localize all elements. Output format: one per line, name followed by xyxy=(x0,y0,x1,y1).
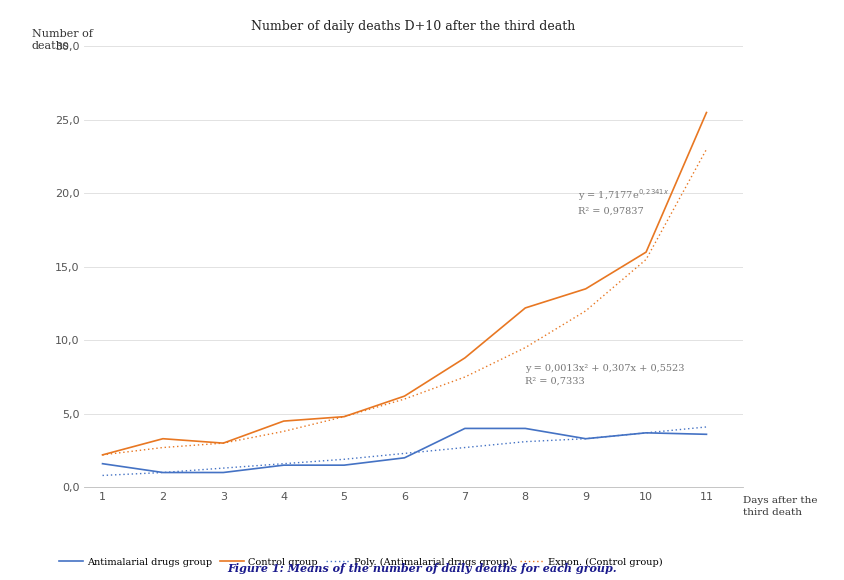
Text: y = 1,7177e$^{0,2341x}$
R² = 0,97837: y = 1,7177e$^{0,2341x}$ R² = 0,97837 xyxy=(578,187,669,216)
Title: Number of daily deaths D+10 after the third death: Number of daily deaths D+10 after the th… xyxy=(252,20,576,32)
Text: Figure 1: Means of the number of daily deaths for each group.: Figure 1: Means of the number of daily d… xyxy=(227,563,617,574)
Legend: Antimalarial drugs group, Control group, Poly. (Antimalarial drugs group), Expon: Antimalarial drugs group, Control group,… xyxy=(55,553,667,571)
Text: Days after the
third death: Days after the third death xyxy=(743,496,817,517)
Text: Number of
deaths: Number of deaths xyxy=(32,29,93,51)
Text: y = 0,0013x² + 0,307x + 0,5523
R² = 0,7333: y = 0,0013x² + 0,307x + 0,5523 R² = 0,73… xyxy=(526,364,685,385)
